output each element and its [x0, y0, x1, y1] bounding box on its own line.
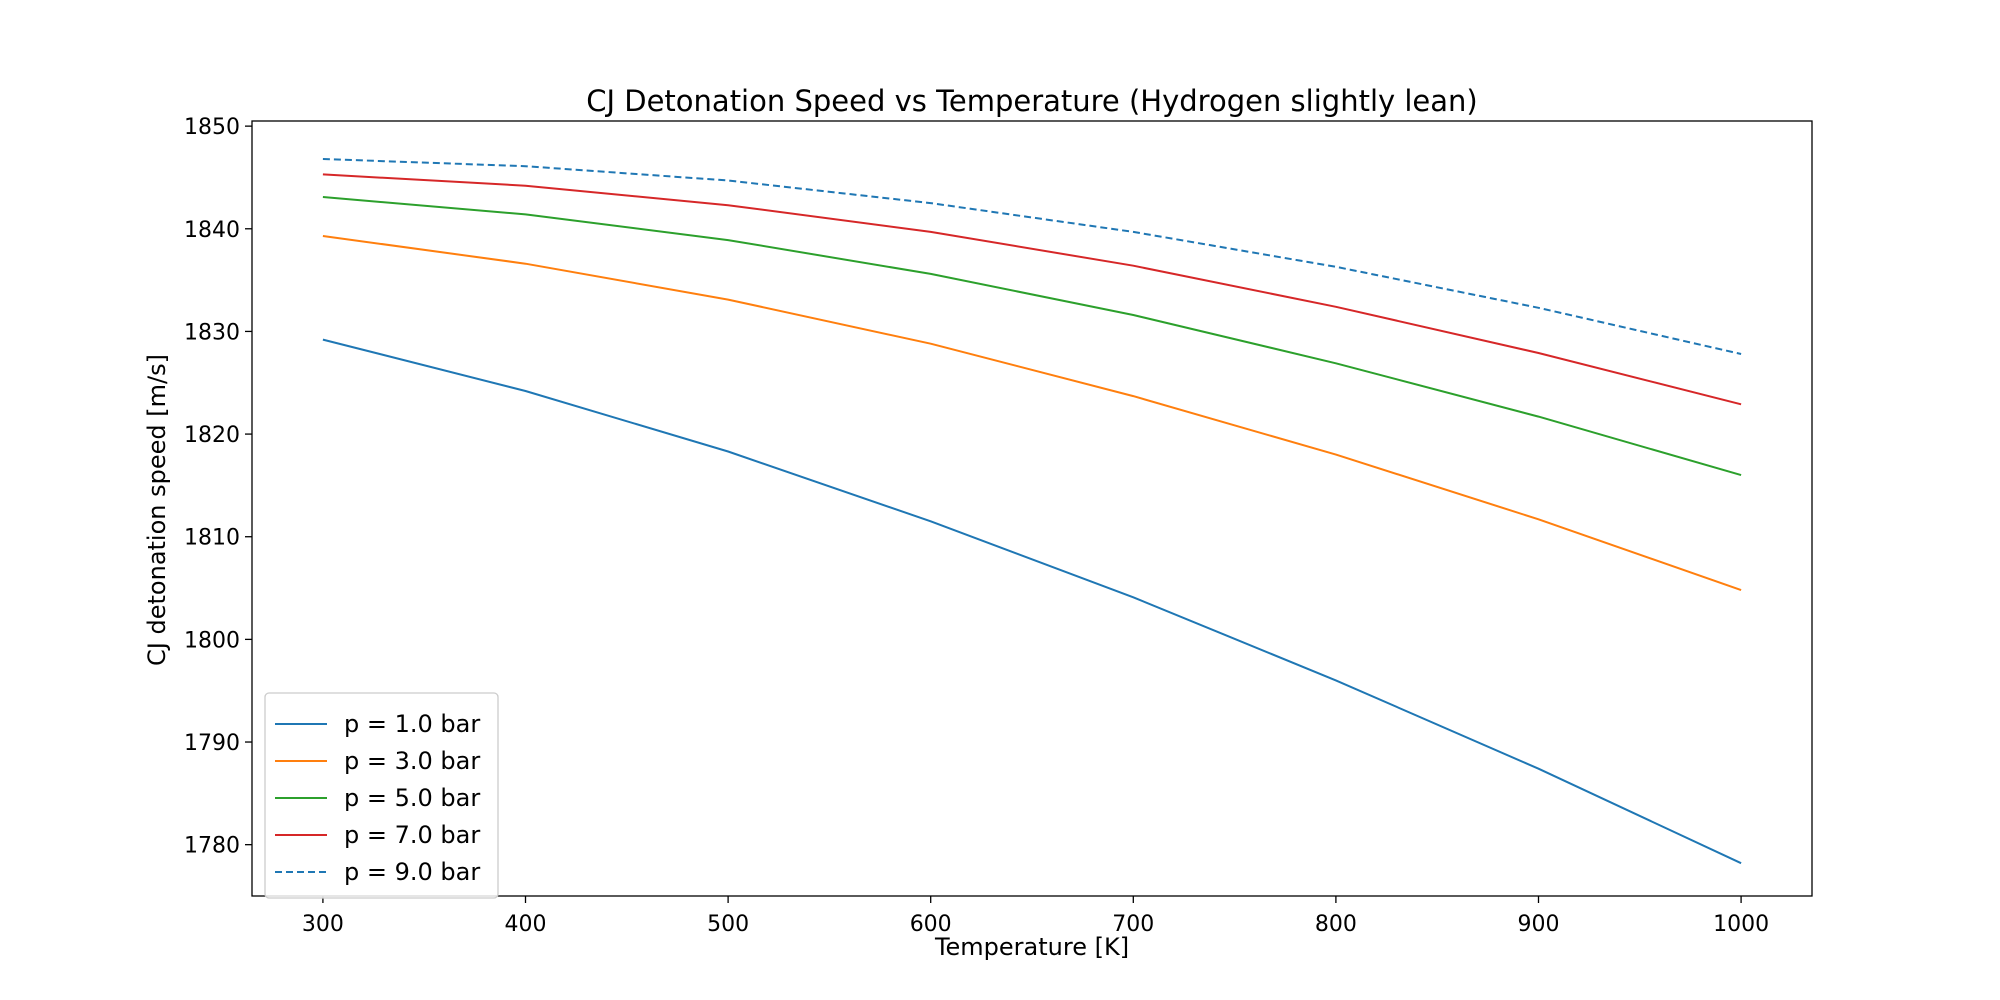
y-axis-label: CJ detonation speed [m/s]	[143, 354, 171, 666]
y-tick-label: 1820	[184, 423, 240, 448]
y-tick-label: 1830	[184, 320, 240, 345]
legend-label-5: p = 9.0 bar	[344, 858, 480, 886]
series-line-2	[322, 235, 1742, 592]
x-axis-label: Temperature [K]	[934, 933, 1129, 961]
legend-label-3: p = 5.0 bar	[344, 784, 480, 812]
series-line-5	[322, 158, 1742, 355]
series-line-3	[322, 196, 1742, 477]
y-tick-label: 1800	[184, 628, 240, 653]
legend-label-1: p = 1.0 bar	[344, 710, 480, 738]
chart-title: CJ Detonation Speed vs Temperature (Hydr…	[586, 84, 1478, 118]
y-tick-label: 1840	[184, 218, 240, 243]
x-tick-label: 600	[910, 912, 952, 937]
y-tick-label: 1790	[184, 731, 240, 756]
plot-frame	[251, 120, 1813, 897]
legend: p = 1.0 bar p = 3.0 bar p = 5.0 bar p = 7.0…	[264, 692, 499, 899]
x-tick-label: 500	[707, 912, 749, 937]
y-tick-label: 1780	[184, 834, 240, 859]
legend-label-2: p = 3.0 bar	[344, 747, 480, 775]
x-tick-label: 800	[1315, 912, 1357, 937]
plot-area: 300 400 500 600 700 800 900 1000 1780 1790 1800 181…	[184, 115, 1813, 937]
y-tick-label: 1850	[184, 115, 240, 140]
x-tick-label: 300	[302, 912, 344, 937]
x-tick-label: 700	[1112, 912, 1154, 937]
y-tick-label: 1810	[184, 526, 240, 551]
x-tick-label: 400	[505, 912, 547, 937]
x-tick-label: 900	[1517, 912, 1559, 937]
legend-box	[264, 692, 499, 899]
series-line-1	[322, 338, 1742, 865]
x-tick-label: 1000	[1713, 912, 1769, 937]
legend-label-4: p = 7.0 bar	[344, 821, 480, 849]
series-line-4	[322, 173, 1742, 406]
